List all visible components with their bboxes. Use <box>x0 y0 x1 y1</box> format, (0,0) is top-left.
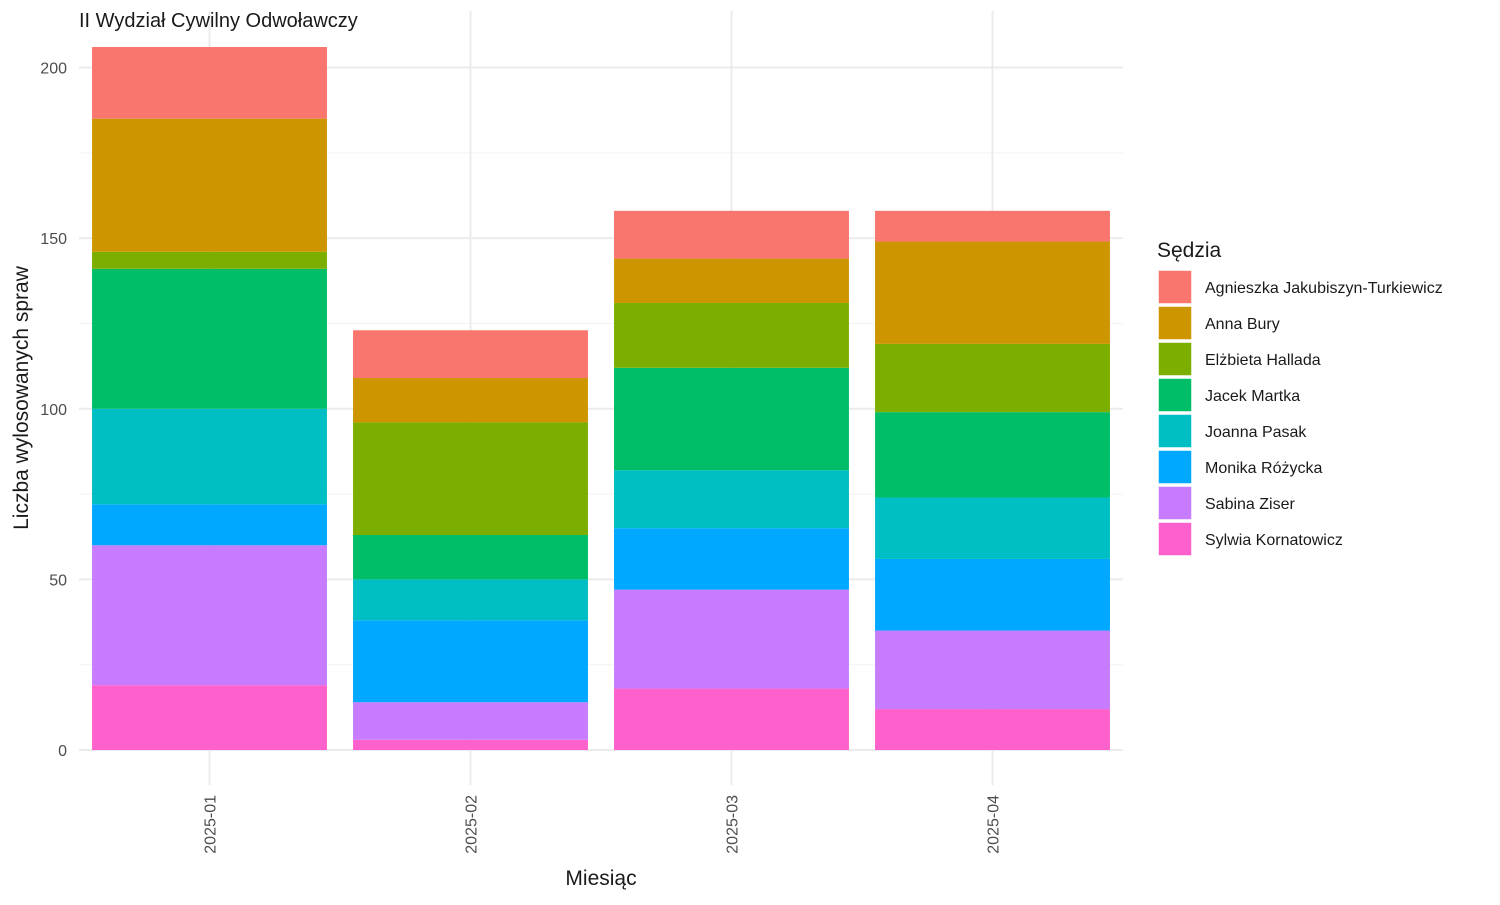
bar-segment <box>614 302 849 368</box>
legend-label: Anna Bury <box>1205 316 1280 333</box>
bar-segment <box>353 378 588 423</box>
bar-segment <box>875 343 1110 413</box>
bars <box>92 47 1110 750</box>
legend-key <box>1157 377 1193 413</box>
y-axis-title: Liczba wylosowanych spraw <box>10 265 33 530</box>
bar-segment <box>92 118 327 252</box>
bar-segment <box>92 251 327 269</box>
y-tick-label: 0 <box>58 743 67 760</box>
legend-label: Agnieszka Jakubiszyn-Turkiewicz <box>1205 280 1443 297</box>
bar-segment <box>875 412 1110 498</box>
y-axis-ticks: 0 50 100 150 200 <box>40 61 67 761</box>
bar-segment <box>875 558 1110 631</box>
x-tick-label: 2025-02 <box>464 795 481 854</box>
legend-key <box>1157 449 1193 485</box>
y-tick-label: 50 <box>49 572 67 589</box>
bar-segment <box>875 210 1110 242</box>
legend-label: Sabina Ziser <box>1205 496 1295 513</box>
bar-segment <box>614 470 849 529</box>
chart-title: II Wydział Cywilny Odwoławczy <box>79 10 358 32</box>
legend: Sędzia Agnieszka Jakubiszyn-Turkiewicz An… <box>1157 239 1443 557</box>
legend-key <box>1157 269 1193 305</box>
bar-segment <box>875 241 1110 344</box>
bar-segment <box>614 367 849 471</box>
bar-segment <box>353 579 588 621</box>
legend-label: Elżbieta Hallada <box>1205 352 1321 369</box>
bar-segment <box>353 422 588 536</box>
bar-segment <box>92 408 327 505</box>
x-axis-title: Miesiąc <box>565 867 636 890</box>
legend-title: Sędzia <box>1157 239 1222 262</box>
legend-key <box>1157 485 1193 521</box>
bar-segment <box>92 268 327 409</box>
bar-segment <box>92 545 327 686</box>
legend-key <box>1157 341 1193 377</box>
x-tick-label: 2025-03 <box>725 795 742 854</box>
bar-segment <box>875 497 1110 559</box>
bar-segment <box>353 535 588 580</box>
bar-segment <box>614 688 849 750</box>
bar-segment <box>614 258 849 303</box>
x-axis-ticks: 2025-01 2025-02 2025-03 2025-04 <box>203 795 1003 854</box>
bar-segment <box>92 47 327 119</box>
x-tick-label: 2025-04 <box>986 795 1003 854</box>
bar-segment <box>353 620 588 703</box>
y-tick-label: 200 <box>40 61 67 78</box>
bar-segment <box>614 210 849 259</box>
bar-segment <box>614 528 849 590</box>
bar-segment <box>353 702 588 740</box>
bar-segment <box>92 685 327 750</box>
x-tick-label: 2025-01 <box>203 795 220 854</box>
y-tick-label: 100 <box>40 402 67 419</box>
legend-label: Sylwia Kornatowicz <box>1205 532 1343 549</box>
legend-key <box>1157 305 1193 341</box>
legend-label: Monika Różycka <box>1205 460 1322 477</box>
bar-segment <box>875 630 1110 710</box>
y-tick-label: 150 <box>40 231 67 248</box>
bar-segment <box>353 739 588 750</box>
legend-key <box>1157 521 1193 557</box>
bar-segment <box>614 589 849 689</box>
bar-segment <box>92 504 327 546</box>
legend-key <box>1157 413 1193 449</box>
bar-segment <box>353 330 588 379</box>
legend-label: Joanna Pasak <box>1205 424 1307 441</box>
bar-segment <box>875 709 1110 750</box>
legend-label: Jacek Martka <box>1205 388 1300 405</box>
